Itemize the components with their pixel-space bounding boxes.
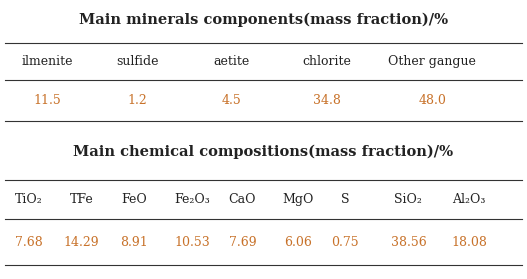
Text: ilmenite: ilmenite bbox=[22, 55, 73, 68]
Text: sulfide: sulfide bbox=[116, 55, 158, 68]
Text: 18.08: 18.08 bbox=[451, 235, 487, 249]
Text: Main chemical compositions(mass fraction)/%: Main chemical compositions(mass fraction… bbox=[73, 145, 454, 160]
Text: aetite: aetite bbox=[214, 55, 250, 68]
Text: Main minerals components(mass fraction)/%: Main minerals components(mass fraction)/… bbox=[79, 13, 448, 27]
Text: 7.69: 7.69 bbox=[229, 235, 256, 249]
Text: 1.2: 1.2 bbox=[127, 94, 147, 107]
Text: 0.75: 0.75 bbox=[331, 235, 359, 249]
Text: Al₂O₃: Al₂O₃ bbox=[452, 193, 486, 206]
Text: CaO: CaO bbox=[229, 193, 256, 206]
Text: 7.68: 7.68 bbox=[15, 235, 43, 249]
Text: MgO: MgO bbox=[282, 193, 314, 206]
Text: 38.56: 38.56 bbox=[391, 235, 426, 249]
Text: 6.06: 6.06 bbox=[284, 235, 311, 249]
Text: Fe₂O₃: Fe₂O₃ bbox=[174, 193, 210, 206]
Text: 10.53: 10.53 bbox=[174, 235, 210, 249]
Text: TiO₂: TiO₂ bbox=[15, 193, 43, 206]
Text: SiO₂: SiO₂ bbox=[395, 193, 422, 206]
Text: FeO: FeO bbox=[122, 193, 147, 206]
Text: 4.5: 4.5 bbox=[222, 94, 242, 107]
Text: 8.91: 8.91 bbox=[121, 235, 148, 249]
Text: chlorite: chlorite bbox=[302, 55, 351, 68]
Text: TFe: TFe bbox=[70, 193, 94, 206]
Text: S: S bbox=[341, 193, 349, 206]
Text: Other gangue: Other gangue bbox=[388, 55, 476, 68]
Text: 11.5: 11.5 bbox=[34, 94, 61, 107]
Text: 34.8: 34.8 bbox=[313, 94, 340, 107]
Text: 14.29: 14.29 bbox=[64, 235, 100, 249]
Text: 48.0: 48.0 bbox=[418, 94, 446, 107]
